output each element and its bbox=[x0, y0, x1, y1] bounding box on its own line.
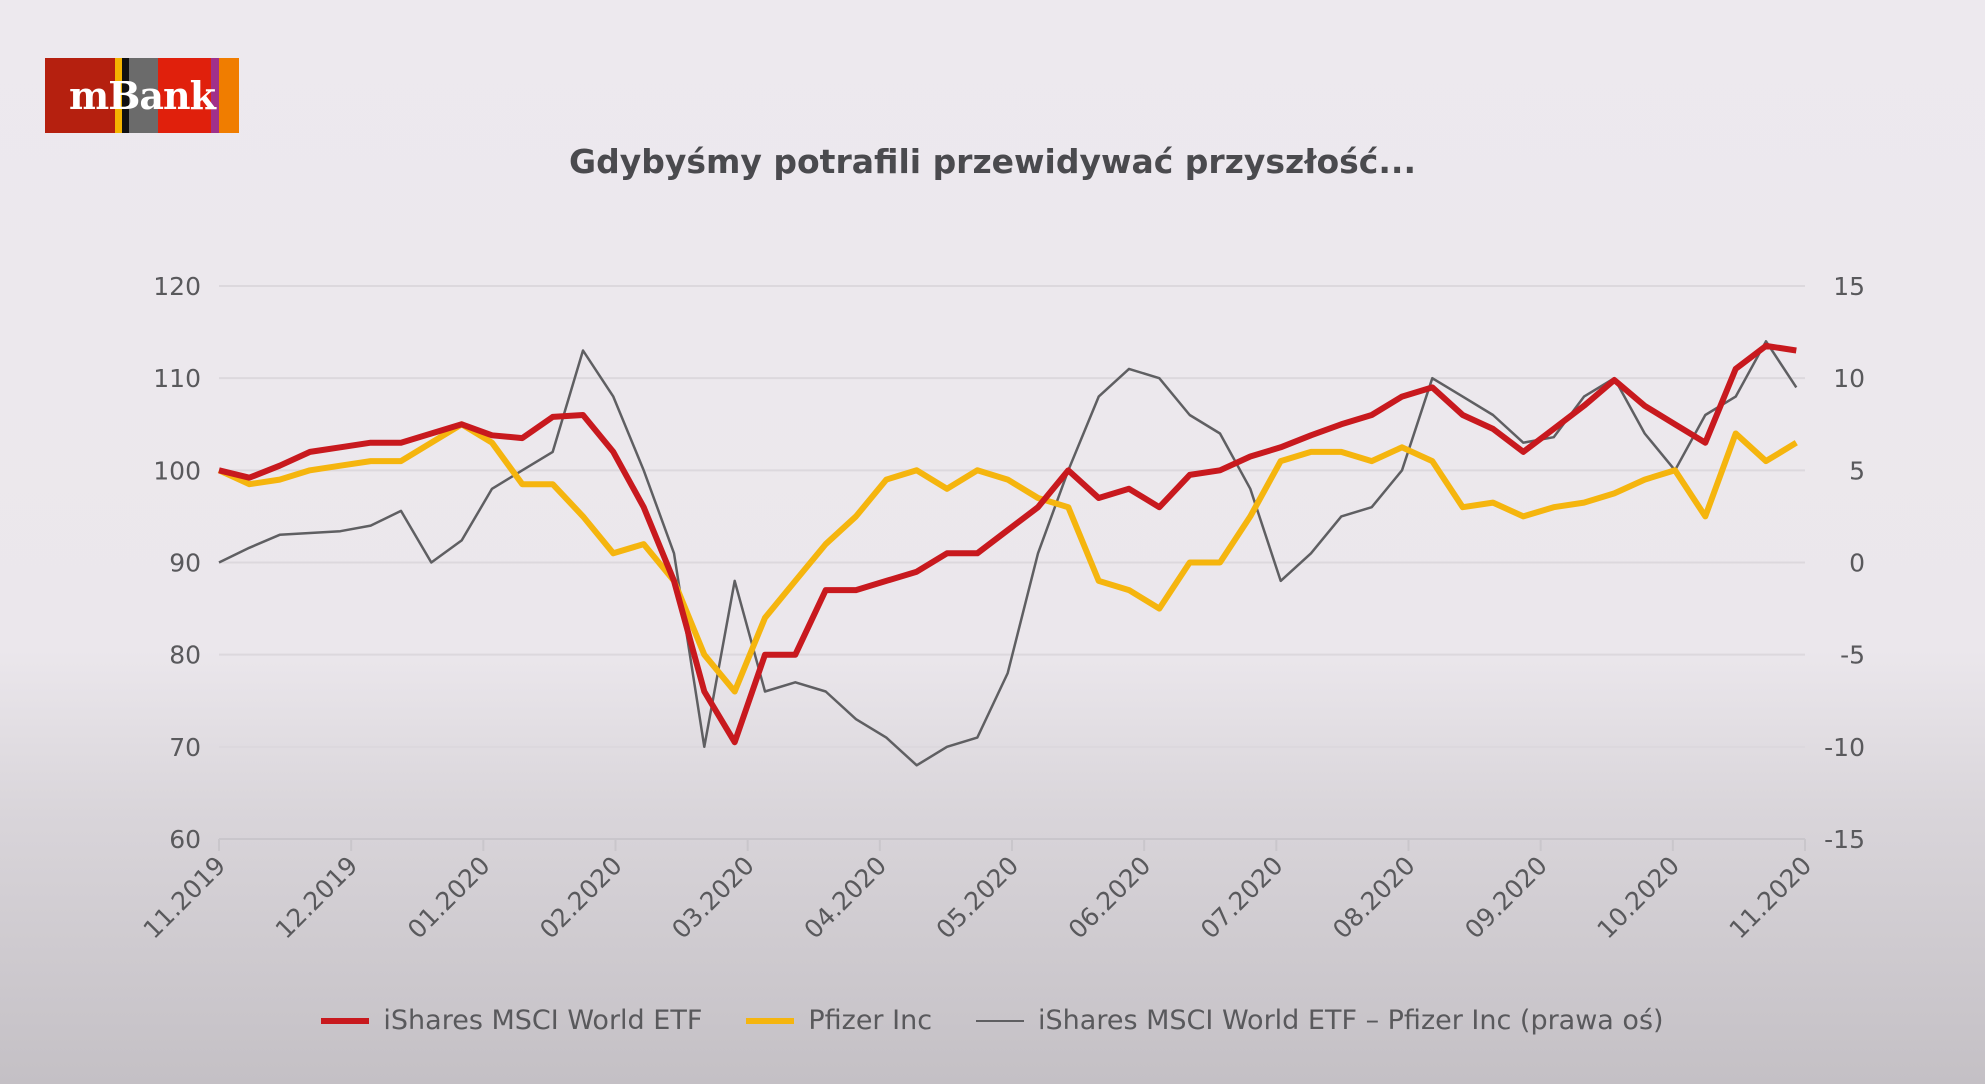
legend-swatch bbox=[976, 1019, 1025, 1022]
y-left-tick-label: 60 bbox=[169, 825, 201, 854]
x-tick-label: 03.2020 bbox=[666, 851, 760, 945]
y-right-tick-label: 0 bbox=[1849, 549, 1865, 578]
x-tick-label: 04.2020 bbox=[798, 851, 892, 945]
x-tick-label: 09.2020 bbox=[1459, 851, 1553, 945]
legend-item-pfizer: Pfizer Inc bbox=[746, 1005, 932, 1036]
y-right-tick-label: 15 bbox=[1833, 272, 1865, 301]
y-right-tick-label: -5 bbox=[1840, 641, 1865, 670]
y-right-tick-label: 10 bbox=[1833, 364, 1865, 393]
x-tick-label: 01.2020 bbox=[402, 851, 496, 945]
chart-title: Gdybyśmy potrafili przewidywać przyszłoś… bbox=[569, 142, 1416, 181]
y-left-tick-label: 100 bbox=[153, 456, 201, 485]
legend: iShares MSCI World ETF Pfizer Inc iShare… bbox=[0, 1005, 1985, 1036]
legend-label: Pfizer Inc bbox=[808, 1005, 933, 1036]
y-right-tick-label: 5 bbox=[1849, 456, 1865, 485]
legend-item-msci: iShares MSCI World ETF bbox=[321, 1005, 702, 1036]
line-chart: 60 70 80 90 100 110 120 -15 -10 -5 0 5 10 15 11.2019 12… bbox=[138, 272, 1865, 945]
series-line-1 bbox=[217, 421, 1798, 695]
legend-swatch bbox=[746, 1017, 795, 1024]
y-right-tick-label: -15 bbox=[1824, 825, 1865, 854]
series-line-2 bbox=[218, 340, 1798, 767]
y-left-tick-label: 80 bbox=[169, 641, 201, 670]
logo-text: mBank bbox=[69, 73, 216, 118]
mbank-logo: mBank bbox=[45, 58, 239, 133]
y-right-tick-label: -10 bbox=[1824, 733, 1865, 762]
x-tick-label: 11.2019 bbox=[138, 851, 232, 945]
series-line-0 bbox=[218, 342, 1797, 746]
legend-item-spread: iShares MSCI World ETF – Pfizer Inc (pra… bbox=[976, 1005, 1664, 1036]
y-left-tick-label: 120 bbox=[153, 272, 201, 301]
legend-swatch bbox=[321, 1017, 370, 1024]
y-left-tick-label: 70 bbox=[169, 733, 201, 762]
x-tick-label: 08.2020 bbox=[1327, 851, 1421, 945]
legend-label: iShares MSCI World ETF bbox=[383, 1005, 703, 1036]
x-tick-label: 12.2019 bbox=[270, 851, 364, 945]
x-tick-label: 10.2020 bbox=[1591, 851, 1685, 945]
x-tick-label: 07.2020 bbox=[1195, 851, 1289, 945]
x-tick-label: 05.2020 bbox=[931, 851, 1025, 945]
x-tick-label: 11.2020 bbox=[1724, 851, 1818, 945]
x-tick-label: 06.2020 bbox=[1063, 851, 1157, 945]
y-left-tick-label: 110 bbox=[153, 364, 201, 393]
legend-label: iShares MSCI World ETF – Pfizer Inc (pra… bbox=[1038, 1005, 1664, 1036]
y-left-tick-label: 90 bbox=[169, 549, 201, 578]
x-tick-label: 02.2020 bbox=[534, 851, 628, 945]
